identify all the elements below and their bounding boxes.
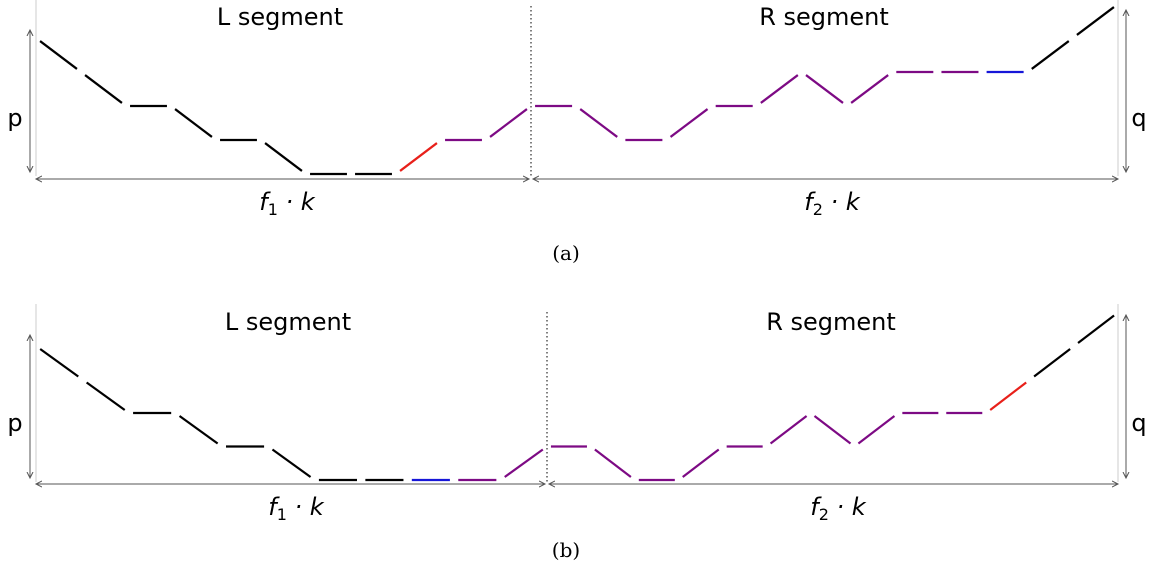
path-step-black — [39, 348, 79, 378]
path-step-black — [39, 40, 78, 70]
path-step-black — [178, 415, 219, 445]
path-step-purple — [682, 448, 720, 478]
path-step-purple — [813, 415, 852, 445]
path-step-black — [85, 381, 126, 411]
path-step-purple — [805, 74, 844, 104]
panel-a-left-label: L segment — [217, 3, 343, 31]
panel-b-caption: (b) — [552, 538, 580, 562]
path-step-black — [264, 142, 303, 172]
path-step-black — [271, 448, 312, 478]
panel-a-f1-label: f1 · k — [259, 188, 316, 219]
path-step-purple — [669, 108, 709, 138]
path-step-black — [84, 74, 123, 104]
panel-a-p-label: p — [7, 104, 22, 132]
path-step-purple — [850, 74, 889, 104]
panel-a-q-label: q — [1131, 104, 1146, 132]
panel-b: L segment R segment p q f1 · k f2 · k (b… — [7, 304, 1147, 562]
path-step-purple — [857, 415, 896, 445]
panel-a-caption: (a) — [552, 241, 580, 265]
path-step-purple — [489, 108, 528, 138]
panel-b-left-label: L segment — [225, 308, 351, 336]
path-step-black — [1076, 6, 1115, 36]
panel-a-right-label: R segment — [759, 3, 889, 31]
path-step-purple — [769, 415, 808, 445]
panel-b-p-label: p — [7, 409, 22, 437]
path-step-red — [399, 142, 438, 172]
path-step-black — [1077, 314, 1115, 344]
path-step-red — [989, 381, 1027, 411]
path-step-black — [1031, 40, 1070, 70]
panel-b-right-label: R segment — [766, 308, 896, 336]
path-step-purple — [579, 108, 618, 138]
panel-b-f2-label: f2 · k — [810, 493, 867, 524]
path-step-purple — [504, 448, 544, 478]
panel-b-path — [39, 314, 1115, 482]
path-step-black — [1033, 348, 1071, 378]
panel-b-f1-label: f1 · k — [268, 493, 325, 524]
path-step-black — [174, 108, 213, 138]
panel-a-path — [39, 6, 1115, 176]
panel-a-f2-label: f2 · k — [804, 188, 861, 219]
path-step-purple — [760, 74, 799, 104]
path-step-purple — [594, 448, 632, 478]
panel-b-q-label: q — [1131, 409, 1146, 437]
panel-a: L segment R segment p q f1 · k f2 · k (a… — [7, 0, 1147, 265]
